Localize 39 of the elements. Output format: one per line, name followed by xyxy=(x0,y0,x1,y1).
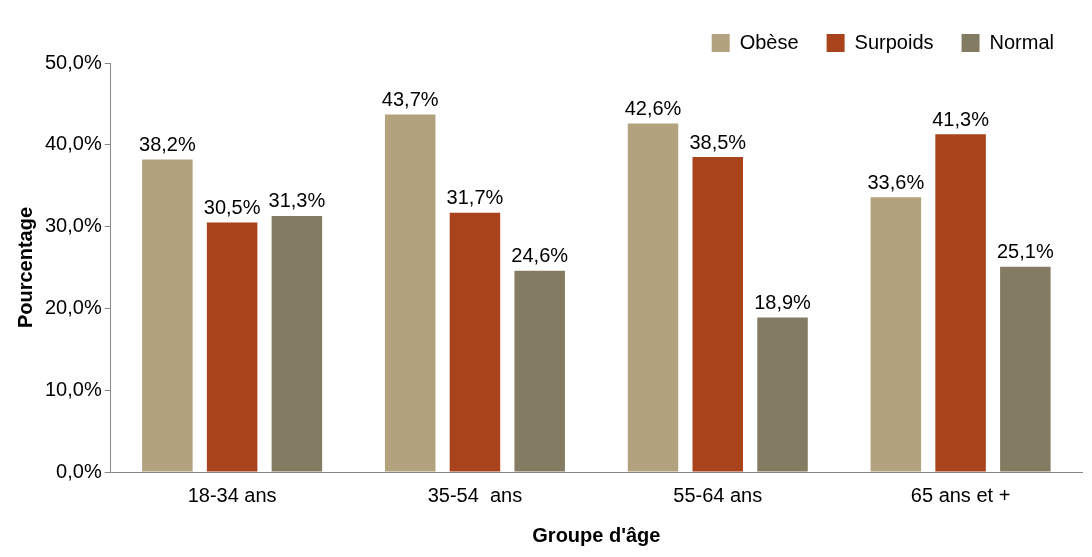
bar xyxy=(384,114,436,472)
x-tick-label: 55-64 ans xyxy=(673,483,763,506)
data-label: 33,6% xyxy=(867,170,925,193)
data-label: 38,5% xyxy=(689,130,747,153)
bar xyxy=(514,270,565,472)
y-tick-label: 10,0% xyxy=(44,377,102,400)
bar xyxy=(692,157,744,472)
data-label: 41,3% xyxy=(932,107,990,130)
bar xyxy=(1000,266,1051,472)
bar xyxy=(271,215,323,472)
x-tick-label: 18-34 ans xyxy=(187,483,277,506)
data-label: 31,7% xyxy=(446,186,504,209)
data-label: 24,6% xyxy=(511,244,569,267)
data-label: 18,9% xyxy=(754,290,812,313)
legend-label: Obèse xyxy=(739,30,799,53)
bar xyxy=(757,317,808,472)
legend-label: Surpoids xyxy=(854,30,934,53)
y-tick-label: 20,0% xyxy=(44,295,102,318)
bar xyxy=(935,134,986,472)
x-axis-title: Groupe d'âge xyxy=(532,523,661,546)
y-tick-label: 40,0% xyxy=(44,132,102,155)
bar xyxy=(627,123,679,472)
y-tick-label: 30,0% xyxy=(44,214,102,237)
data-label: 38,2% xyxy=(139,133,196,156)
y-tick-label: 50,0% xyxy=(44,50,102,73)
x-tick-label: 35-54 ans xyxy=(427,483,523,506)
data-label: 25,1% xyxy=(996,240,1054,263)
data-label: 30,5% xyxy=(203,196,261,219)
data-label: 43,7% xyxy=(381,88,439,111)
bar xyxy=(449,212,501,472)
bar xyxy=(870,197,922,472)
bar xyxy=(142,159,193,472)
y-tick-label: 0,0% xyxy=(56,459,102,482)
y-axis-title: Pourcentage xyxy=(13,206,36,329)
data-label: 31,3% xyxy=(268,189,326,212)
legend-label: Normal xyxy=(989,30,1054,53)
x-tick-label: 65 ans et + xyxy=(910,483,1011,506)
bar xyxy=(206,222,258,472)
data-label: 42,6% xyxy=(624,97,682,120)
